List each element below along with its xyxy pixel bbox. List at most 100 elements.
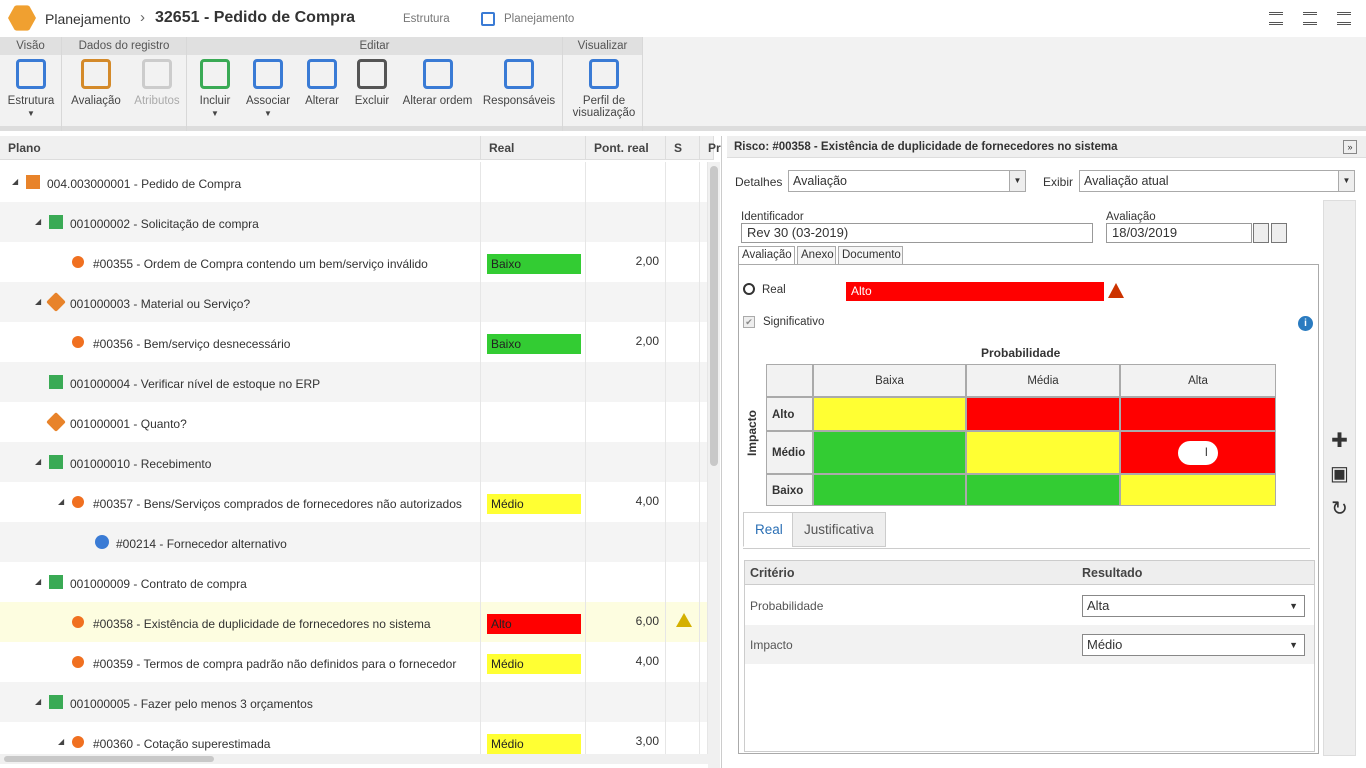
app-name[interactable]: Planejamento	[45, 11, 131, 27]
real-cell	[481, 682, 586, 722]
tree-row[interactable]: 001000001 - Quanto?	[0, 402, 708, 442]
toolbar-button[interactable]: Responsáveis	[480, 59, 558, 107]
expand-toggle[interactable]: ◢	[35, 217, 42, 226]
matrix-cell[interactable]	[1120, 474, 1276, 506]
subtab[interactable]: Justificativa	[792, 512, 886, 547]
matrix-cell[interactable]	[966, 397, 1120, 431]
tree-row[interactable]: #00358 - Existência de duplicidade de fo…	[0, 602, 708, 642]
input[interactable]: 18/03/2019	[1106, 223, 1252, 243]
expand-toggle[interactable]: ◢	[12, 177, 19, 186]
side-button[interactable]: ✚	[1331, 430, 1348, 452]
tree-row[interactable]: ◢ 001000009 - Contrato de compra	[0, 562, 708, 602]
node-label: #00360 - Cotação superestimada	[93, 737, 271, 751]
expand-toggle[interactable]: ◢	[35, 457, 42, 466]
button-label: Responsáveis	[482, 95, 556, 107]
toolbar-button[interactable]: Associar ▼	[242, 59, 294, 118]
toolbar-button[interactable]: Estrutura ▼	[0, 59, 62, 118]
status-cell	[666, 682, 700, 722]
tree-row[interactable]: ◢ 001000003 - Material ou Serviço?	[0, 282, 708, 322]
expand-toggle[interactable]: ◢	[58, 497, 65, 506]
column-header[interactable]: Pr	[700, 136, 721, 160]
h-scroll-thumb[interactable]	[4, 756, 214, 762]
tree-row[interactable]: #00214 - Fornecedor alternativo	[0, 522, 708, 562]
matrix-cell[interactable]	[813, 431, 966, 474]
node-icon	[49, 455, 63, 469]
tree-row[interactable]: #00355 - Ordem de Compra contendo um bem…	[0, 242, 708, 282]
criteria-table	[744, 560, 1315, 752]
status-cell	[666, 282, 700, 322]
toolbar-button[interactable]: Alterar ordem	[400, 59, 475, 107]
scroll-thumb[interactable]	[710, 166, 718, 466]
column-header[interactable]: Real	[481, 136, 586, 160]
plan-cell: ◢ 001000002 - Solicitação de compra	[0, 202, 481, 242]
toolbar-button[interactable]: Avaliação	[66, 59, 126, 107]
criteria-select[interactable]: Alta ▼	[1082, 595, 1305, 617]
column-header[interactable]: S	[666, 136, 700, 160]
tree-row[interactable]: ◢ 001000005 - Fazer pelo menos 3 orçament…	[0, 682, 708, 722]
real-cell: Baixo	[481, 322, 586, 362]
expand-toggle[interactable]: ◢	[35, 697, 42, 706]
link[interactable]: Planejamento	[504, 13, 575, 25]
header-icon[interactable]	[1337, 12, 1351, 25]
side-button[interactable]: ↻	[1331, 498, 1348, 520]
input[interactable]: Rev 30 (03-2019)	[741, 223, 1093, 243]
plan-cell: #00358 - Existência de duplicidade de fo…	[0, 602, 481, 642]
matrix-cell[interactable]	[966, 431, 1120, 474]
tree-row[interactable]: ◢ 001000002 - Solicitação de compra	[0, 202, 708, 242]
tab[interactable]: Avaliação	[738, 246, 795, 265]
toolbar-button[interactable]: Excluir	[348, 59, 396, 107]
node-label: 001000002 - Solicitação de compra	[70, 217, 259, 231]
select-arrow: ▼	[1338, 171, 1354, 191]
tree-row[interactable]: #00356 - Bem/serviço desnecessário Baixo 2…	[0, 322, 708, 362]
tree-row[interactable]: #00359 - Termos de compra padrão não def…	[0, 642, 708, 682]
info-icon[interactable]: i	[1298, 316, 1313, 331]
expand-toggle[interactable]: ◢	[58, 737, 65, 746]
column-header[interactable]: Pont. real	[586, 136, 666, 160]
matrix-cell[interactable]: I	[1120, 431, 1276, 474]
button-label: Atributos	[134, 95, 180, 107]
tree-row[interactable]: ◢ #00357 - Bens/Serviços comprados de for…	[0, 482, 708, 522]
matrix-cell[interactable]	[813, 397, 966, 431]
plan-cell: ◢ #00357 - Bens/Serviços comprados de for…	[0, 482, 481, 522]
dropdown-arrow: ▼	[27, 109, 35, 118]
subtab[interactable]: Real	[743, 512, 795, 547]
select[interactable]: Avaliação ▼	[788, 170, 1026, 192]
group-label: Dados do registro	[62, 37, 186, 55]
matrix-cell[interactable]	[813, 474, 966, 506]
checkbox[interactable]: ✔	[743, 316, 755, 328]
tab[interactable]: Documento	[838, 246, 903, 265]
node-label: 001000010 - Recebimento	[70, 457, 212, 471]
collapse-button[interactable]: »	[1343, 140, 1357, 154]
header-icon[interactable]	[1303, 12, 1317, 25]
status-cell	[666, 162, 700, 202]
toolbar-button[interactable]: Incluir ▼	[190, 59, 240, 118]
tab[interactable]: Anexo	[797, 246, 836, 265]
criteria-header: Resultado	[1082, 566, 1143, 580]
score-cell	[586, 202, 666, 242]
header-icon[interactable]	[1269, 12, 1283, 25]
column-header[interactable]: Plano	[0, 136, 481, 160]
expand-toggle[interactable]: ◢	[35, 577, 42, 586]
expand-toggle[interactable]: ◢	[35, 297, 42, 306]
tree-row[interactable]: ◢ 004.003000001 - Pedido de Compra	[0, 162, 708, 202]
tree-row[interactable]: 001000004 - Verificar nível de estoque n…	[0, 362, 708, 402]
tree-row[interactable]: ◢ 001000010 - Recebimento	[0, 442, 708, 482]
side-button[interactable]: ▣	[1330, 463, 1349, 485]
score-cell: 4,00	[586, 642, 666, 682]
node-icon	[72, 336, 84, 348]
side-toolbar	[1323, 200, 1356, 756]
button-icon	[142, 59, 172, 89]
button-icon	[253, 59, 283, 89]
status-cell	[666, 482, 700, 522]
matrix-cell[interactable]	[966, 474, 1120, 506]
calendar-button[interactable]	[1253, 223, 1269, 243]
dropdown-arrow: ▼	[264, 109, 272, 118]
toolbar-button[interactable]: Perfil de visualização	[566, 59, 642, 119]
clear-button[interactable]	[1271, 223, 1287, 243]
pr-cell	[700, 442, 708, 482]
select[interactable]: Avaliação atual ▼	[1079, 170, 1355, 192]
toolbar-button[interactable]: Alterar	[298, 59, 346, 107]
criteria-select[interactable]: Médio ▼	[1082, 634, 1305, 656]
matrix-cell[interactable]	[1120, 397, 1276, 431]
link[interactable]: Estrutura	[403, 13, 450, 25]
